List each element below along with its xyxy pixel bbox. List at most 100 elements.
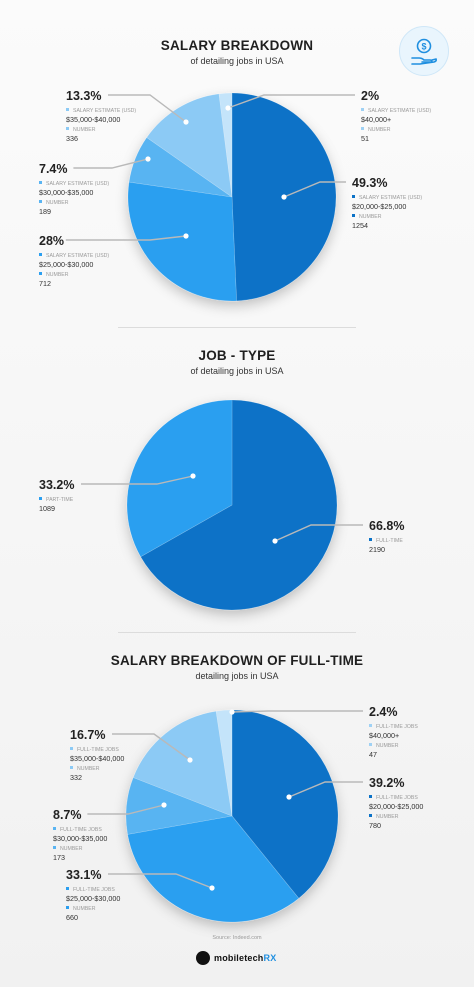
count-value: 173 <box>53 853 65 862</box>
chart-1-subtitle: of detailing jobs in USA <box>190 56 284 66</box>
mobiletechrx-logo-icon <box>196 951 210 965</box>
annotation-3-1: 39.2% FULL-TIME JOBS$20,000-$25,000 NUMBER… <box>286 776 423 830</box>
leader-line <box>108 873 213 889</box>
legend-swatch <box>66 127 69 130</box>
category-label: SALARY ESTIMATE (USD) <box>359 195 422 201</box>
count-value: 51 <box>361 134 369 143</box>
percent-label: 66.8% <box>369 519 404 533</box>
number-label: NUMBER <box>46 200 69 206</box>
leader-line <box>73 158 149 169</box>
leader-line <box>81 475 194 485</box>
percent-label: 2.4% <box>369 705 398 719</box>
legend-swatch <box>369 743 372 746</box>
annotation-1-4: 13.3% SALARY ESTIMATE (USD)$35,000-$40,00… <box>66 89 189 143</box>
category-label: FULL-TIME JOBS <box>376 795 418 801</box>
category-label: SALARY ESTIMATE (USD) <box>46 253 109 259</box>
legend-swatch <box>70 747 73 750</box>
chart-3-title: SALARY BREAKDOWN OF FULL-TIME <box>110 653 364 668</box>
range-value: $35,000-$40,000 <box>70 754 124 763</box>
count-value: 189 <box>39 207 51 216</box>
legend-swatch <box>66 906 69 909</box>
pie-2-slice-1 <box>140 399 338 611</box>
number-label: NUMBER <box>73 906 96 912</box>
count-value: 712 <box>39 279 51 288</box>
pie-3 <box>125 709 339 923</box>
annotation-1-1: 49.3% SALARY ESTIMATE (USD)$20,000-$25,00… <box>281 176 422 230</box>
pie-3-slice-2 <box>127 815 300 923</box>
pie-3-slice-1 <box>231 709 339 899</box>
category-label: SALARY ESTIMATE (USD) <box>368 108 431 114</box>
legend-swatch <box>66 108 69 111</box>
leader-line <box>227 94 355 109</box>
legend-swatch <box>39 253 42 256</box>
percent-label: 16.7% <box>70 728 105 742</box>
brand-logo: mobiletechRX <box>196 950 276 966</box>
percent-label: 39.2% <box>369 776 404 790</box>
source-note: Source: Indeed.com <box>212 935 262 941</box>
percent-label: 2% <box>361 89 379 103</box>
category-label: FULL-TIME <box>376 538 403 544</box>
number-label: NUMBER <box>60 846 83 852</box>
leader-line <box>274 524 363 542</box>
leader-dot <box>183 233 189 239</box>
leader-dot <box>225 105 231 111</box>
chart-2-title: JOB - TYPE <box>198 348 276 363</box>
percent-label: 33.2% <box>39 478 74 492</box>
legend-swatch <box>369 538 372 541</box>
number-label: NUMBER <box>73 127 96 133</box>
leader-line <box>87 804 165 815</box>
number-label: NUMBER <box>359 214 382 220</box>
range-value: $40,000+ <box>369 731 399 740</box>
legend-swatch <box>39 497 42 500</box>
number-label: NUMBER <box>368 127 391 133</box>
count-value: 332 <box>70 773 82 782</box>
range-value: $20,000-$25,000 <box>352 202 406 211</box>
number-label: NUMBER <box>376 743 399 749</box>
count-value: 2190 <box>369 545 385 554</box>
annotation-3-3: 8.7% FULL-TIME JOBS$30,000-$35,000 NUMBER1… <box>53 802 167 862</box>
leader-dot <box>272 538 278 544</box>
legend-swatch <box>369 795 372 798</box>
leader-dot <box>281 194 287 200</box>
range-value: $35,000-$40,000 <box>66 115 120 124</box>
category-label: SALARY ESTIMATE (USD) <box>73 108 136 114</box>
brand-name-dark: mobiletech <box>214 953 264 963</box>
chart-1-title: SALARY BREAKDOWN <box>160 38 314 53</box>
legend-swatch <box>39 181 42 184</box>
category-label: FULL-TIME JOBS <box>77 747 119 753</box>
pie-1-slice-4 <box>146 93 233 198</box>
range-value: $30,000-$35,000 <box>39 188 93 197</box>
chart-2-subtitle: of detailing jobs in USA <box>190 366 284 376</box>
brand-name: mobiletechRX <box>214 953 276 963</box>
legend-swatch <box>53 827 56 830</box>
legend-swatch <box>361 127 364 130</box>
leader-dot <box>187 757 193 763</box>
percent-label: 33.1% <box>66 868 101 882</box>
legend-swatch <box>369 724 372 727</box>
range-value: $20,000-$25,000 <box>369 802 423 811</box>
annotation-3-4: 16.7% FULL-TIME JOBS$35,000-$40,000 NUMBER… <box>70 728 193 782</box>
pie-1-slice-2 <box>127 181 237 302</box>
percent-label: 8.7% <box>53 808 82 822</box>
leader-line <box>112 733 191 761</box>
svg-text:$: $ <box>421 42 426 52</box>
number-label: NUMBER <box>376 814 399 820</box>
legend-swatch <box>53 846 56 849</box>
legend-swatch <box>369 814 372 817</box>
count-value: 1089 <box>39 504 55 513</box>
money-hand-icon-svg: $ <box>411 38 438 65</box>
category-label: FULL-TIME JOBS <box>376 724 418 730</box>
count-value: 47 <box>369 750 377 759</box>
percent-label: 49.3% <box>352 176 387 190</box>
legend-swatch <box>70 766 73 769</box>
legend-swatch <box>66 887 69 890</box>
legend-swatch <box>361 108 364 111</box>
section-divider <box>118 327 356 328</box>
category-label: FULL-TIME JOBS <box>73 887 115 893</box>
pie-1-slice-5 <box>218 92 233 198</box>
leader-dot <box>229 709 235 715</box>
leader-line <box>108 94 187 123</box>
leader-line <box>231 710 363 713</box>
